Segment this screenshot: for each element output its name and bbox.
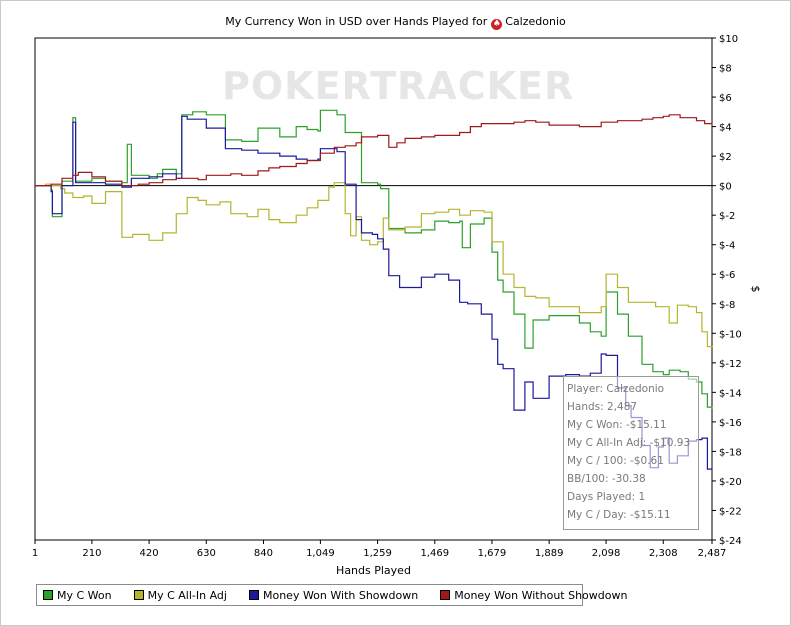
y-tick-label: $0 [719, 182, 732, 193]
plot-area [34, 37, 713, 541]
x-tick-label: 1,259 [363, 548, 392, 559]
y-tick-label: $-16 [719, 418, 742, 429]
tooltip-hands: Hands: 2,487 [567, 401, 638, 413]
x-tick-label: 1,679 [478, 548, 507, 559]
spade-icon: ♠ [491, 19, 503, 30]
y-tick-label: $-22 [719, 506, 742, 517]
legend-item-without-showdown[interactable]: Money Won Without Showdown [440, 589, 627, 602]
series-line-1 [35, 109, 713, 409]
player-stats-tooltip: Player: Calzedonio Hands: 2,487 My C Won… [563, 376, 699, 530]
tooltip-allin-adj: My C All-In Adj: -$10.93 [567, 437, 691, 449]
y-tick-label: $-12 [719, 359, 742, 370]
y-tick-label: $-6 [719, 270, 735, 281]
legend-item-my-c-won[interactable]: My C Won [43, 589, 112, 602]
y-tick-label: $4 [719, 123, 732, 134]
tooltip-bb-100: BB/100: -30.38 [567, 473, 646, 485]
tooltip-per-100: My C / 100: -$0.61 [567, 455, 664, 467]
legend-item-all-in-adj[interactable]: My C All-In Adj [133, 588, 227, 602]
legend-label: Money Won Without Showdown [454, 588, 628, 602]
legend-label: My C All-In Adj [147, 588, 227, 602]
series-line-2 [35, 182, 713, 348]
tooltip-player: Player: Calzedonio [567, 383, 665, 395]
y-tick-label: $-14 [719, 388, 742, 399]
y-tick-label: $10 [719, 34, 738, 45]
y-tick-label: $-2 [719, 211, 735, 222]
tooltip-per-day: My C / Day: -$15.11 [567, 509, 671, 521]
y-tick-label: $6 [719, 93, 732, 104]
chart-legend: My C Won My C All-In Adj Money Won With … [36, 584, 627, 606]
series-line-4 [35, 114, 713, 187]
x-tick-label: 420 [140, 548, 159, 559]
legend-item-with-showdown[interactable]: Money Won With Showdown [248, 588, 419, 602]
legend-swatch [248, 590, 259, 600]
x-tick-label: 2,098 [592, 548, 621, 559]
legend-swatch [43, 590, 53, 600]
y-tick-label: $-4 [719, 241, 735, 252]
y-tick-label: $-10 [719, 329, 742, 340]
legend-label: My C Won [57, 588, 112, 602]
legend-swatch [440, 590, 451, 600]
x-tick-label: 1,469 [420, 548, 449, 559]
x-tick-label: 2,308 [649, 548, 678, 559]
chart-title-text: My Currency Won in USD over Hands Played… [225, 15, 488, 28]
x-tick-label: 840 [254, 548, 273, 559]
chart-title-player: Calzedonio [505, 15, 566, 28]
y-tick-label: $-20 [719, 477, 742, 488]
x-tick-label: 2,487 [698, 548, 727, 559]
chart-title: My Currency Won in USD over Hands Played… [0, 15, 791, 30]
x-tick-label: 1,889 [535, 548, 564, 559]
tooltip-won: My C Won: -$15.11 [567, 419, 667, 431]
x-tick-label: 1 [32, 548, 38, 559]
y-tick-label: $-24 [719, 536, 742, 547]
y-axis-label: $ [749, 286, 762, 293]
tooltip-days-played: Days Played: 1 [567, 491, 646, 503]
x-tick-label: 630 [197, 548, 216, 559]
y-tick-label: $-8 [719, 300, 735, 311]
legend-swatch [133, 590, 144, 600]
x-tick-label: 210 [82, 548, 101, 559]
y-tick-label: $2 [719, 152, 732, 163]
y-tick-label: $-18 [719, 447, 742, 458]
legend-label: Money Won With Showdown [262, 588, 419, 602]
pokertracker-watermark: POKERTRACKER [222, 64, 575, 108]
x-axis-label: Hands Played [336, 564, 411, 577]
y-tick-label: $8 [719, 64, 732, 75]
x-tick-label: 1,049 [306, 548, 335, 559]
